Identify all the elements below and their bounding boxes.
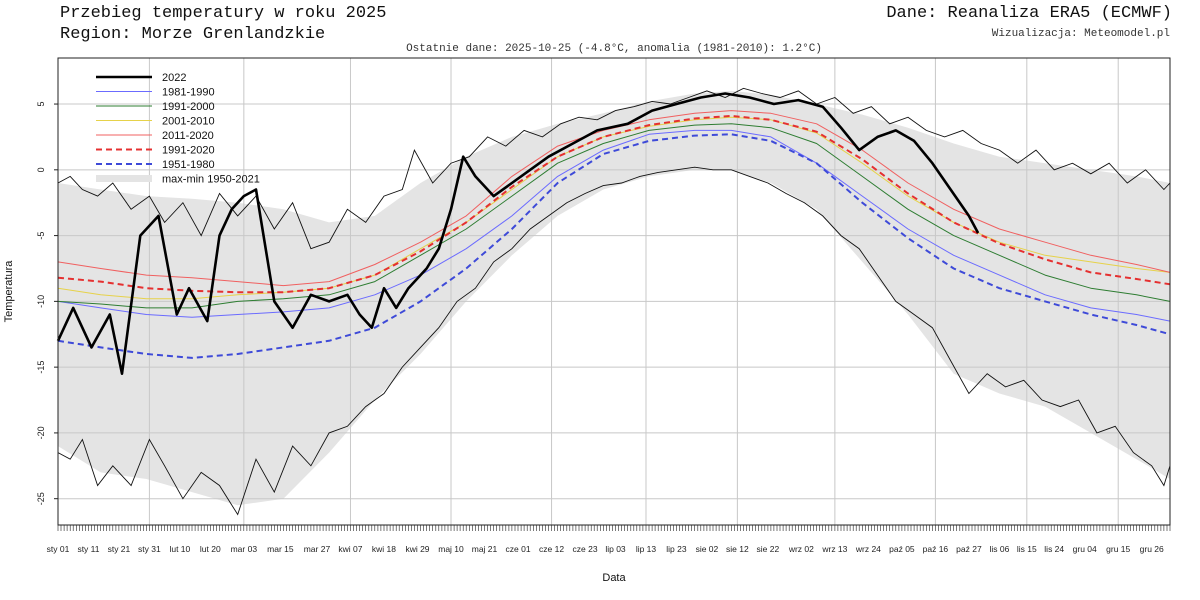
y-tick-label: 0 bbox=[36, 167, 46, 172]
y-tick-label: -15 bbox=[36, 361, 46, 374]
x-tick-label: lut 10 bbox=[169, 544, 190, 554]
y-tick-label: -25 bbox=[36, 492, 46, 505]
x-tick-label: wrz 13 bbox=[821, 544, 847, 554]
x-tick-label: sty 01 bbox=[47, 544, 70, 554]
x-tick-label: mar 15 bbox=[267, 544, 294, 554]
plot-frame bbox=[57, 57, 1171, 526]
x-tick-label: sie 12 bbox=[726, 544, 749, 554]
x-tick-label: kwi 07 bbox=[338, 544, 362, 554]
x-tick-label: cze 12 bbox=[539, 544, 564, 554]
min-line bbox=[57, 166, 1171, 516]
y-tick-label: -20 bbox=[36, 426, 46, 439]
x-tick-label: lip 13 bbox=[636, 544, 657, 554]
series-line-19912020 bbox=[57, 114, 1171, 294]
x-tick-label: paź 27 bbox=[956, 544, 982, 554]
chart-subtitle: Ostatnie dane: 2025-10-25 (-4.8°C, anoma… bbox=[406, 43, 822, 55]
legend-label: max-min 1950-2021 bbox=[162, 174, 260, 186]
series-line-19811990 bbox=[57, 129, 1171, 322]
legend-label: 2011-2020 bbox=[162, 130, 214, 142]
x-tick-label: cze 23 bbox=[573, 544, 598, 554]
y-tick-label: -10 bbox=[36, 295, 46, 308]
legend-label: 1991-2000 bbox=[162, 101, 215, 113]
x-minor-ticks bbox=[57, 525, 1171, 531]
x-tick-label: lip 03 bbox=[605, 544, 626, 554]
x-tick-label: gru 04 bbox=[1073, 544, 1097, 554]
x-tick-label: mar 03 bbox=[231, 544, 258, 554]
x-tick-label: kwi 29 bbox=[405, 544, 429, 554]
legend-label: 2022 bbox=[162, 72, 186, 84]
visualization-credit: Wizualizacja: Meteomodel.pl bbox=[991, 28, 1170, 40]
x-axis-label: Data bbox=[602, 572, 626, 584]
y-tick-label: 5 bbox=[36, 102, 46, 107]
x-tick-label: lip 23 bbox=[666, 544, 687, 554]
x-tick-label: sty 11 bbox=[77, 544, 99, 554]
data-source-label: Dane: Reanaliza ERA5 (ECMWF) bbox=[886, 4, 1172, 23]
x-tick-label: kwi 18 bbox=[372, 544, 396, 554]
legend-label: 1981-1990 bbox=[162, 87, 215, 99]
legend-label: 2001-2010 bbox=[162, 116, 215, 128]
chart-title: Przebieg temperatury w roku 2025 bbox=[60, 4, 387, 23]
max-line bbox=[57, 87, 1171, 250]
legend-label: 1991-2020 bbox=[162, 145, 215, 157]
x-tick-label: sty 21 bbox=[108, 544, 131, 554]
x-tick-label: lis 15 bbox=[1017, 544, 1037, 554]
x-tick-label: sty 31 bbox=[138, 544, 161, 554]
x-tick-label: gru 15 bbox=[1106, 544, 1130, 554]
x-tick-label: maj 21 bbox=[472, 544, 498, 554]
y-axis: 5 0 -5 -10 -15 -20 -25 Temperatura bbox=[3, 102, 58, 505]
x-tick-label: sie 02 bbox=[696, 544, 719, 554]
x-axis: sty 01 sty 11 sty 21 sty 31 lut 10 lut 20 mar … bbox=[47, 525, 1171, 584]
x-tick-label: wrz 02 bbox=[788, 544, 814, 554]
x-tick-label: paź 16 bbox=[923, 544, 949, 554]
x-tick-label: gru 26 bbox=[1140, 544, 1164, 554]
y-tick-label: -5 bbox=[36, 232, 46, 240]
x-tick-label: lis 06 bbox=[989, 544, 1009, 554]
y-axis-label: Temperatura bbox=[3, 260, 15, 323]
chart-region-title: Region: Morze Grenlandzkie bbox=[60, 25, 326, 44]
x-tick-label: lis 24 bbox=[1044, 544, 1064, 554]
max-min-band bbox=[58, 90, 1170, 506]
x-tick-label: paź 05 bbox=[889, 544, 915, 554]
series-line-2022 bbox=[56, 92, 980, 376]
x-tick-label: lut 20 bbox=[200, 544, 221, 554]
legend-label: 1951-1980 bbox=[162, 159, 215, 171]
x-tick-label: cze 01 bbox=[506, 544, 531, 554]
x-tick-label: mar 27 bbox=[304, 544, 331, 554]
series-line-19511980 bbox=[57, 133, 1171, 359]
x-tick-label: sie 22 bbox=[757, 544, 780, 554]
legend: 2022 1981-1990 1991-2000 2001-2010 2011-2020… bbox=[96, 72, 260, 186]
x-tick-label: maj 10 bbox=[438, 544, 464, 554]
x-tick-label: wrz 24 bbox=[855, 544, 881, 554]
grid-lines bbox=[57, 58, 1170, 525]
series-line-19912000 bbox=[57, 123, 1171, 309]
